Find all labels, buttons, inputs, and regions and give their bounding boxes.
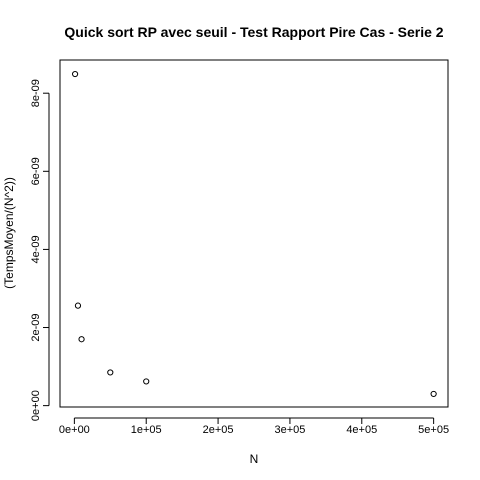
x-tick-label: 1e+05 [131,424,162,436]
y-tick-label: 8e-09 [30,79,42,107]
y-tick-label: 0e+00 [30,390,42,421]
x-axis: 0e+00 1e+05 2e+05 3e+05 4e+05 5e+05 [59,417,449,436]
x-tick-label: 5e+05 [418,424,449,436]
data-point [71,70,79,78]
plot-frame [59,59,449,408]
y-tick-label: 2e-09 [30,313,42,341]
data-point [143,378,150,385]
y-axis-label: (TempsMoyen/(N^2)) [2,177,16,289]
x-tick-label: 4e+05 [346,424,377,436]
x-tick-label: 0e+00 [59,424,90,436]
data-points [71,70,437,398]
x-tick-label: 2e+05 [203,424,234,436]
y-tick-label: 4e-09 [30,235,42,263]
x-tick-label: 3e+05 [274,424,305,436]
data-point [74,302,82,309]
data-point [107,369,114,376]
y-axis: 0e+00 2e-09 4e-09 6e-09 8e-09 [30,79,50,421]
y-tick-label: 6e-09 [30,157,42,185]
chart-title: Quick sort RP avec seuil - Test Rapport … [64,24,443,40]
x-axis-label: N [250,452,259,466]
data-point [430,390,437,398]
data-point [78,336,85,343]
